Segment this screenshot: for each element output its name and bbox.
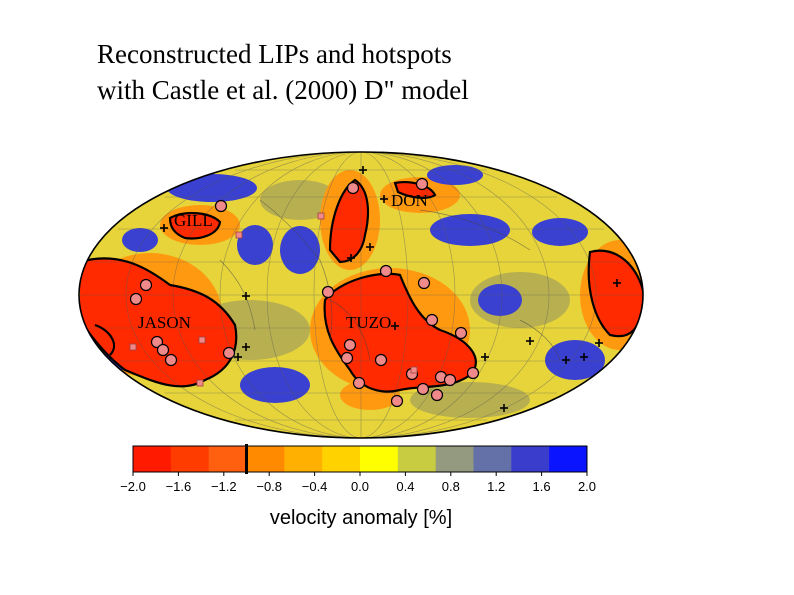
colorbar-tick-label: −0.8 (256, 479, 282, 494)
colorbar-tick-label: 1.2 (487, 479, 505, 494)
hotspot-marker (359, 166, 367, 174)
hotspot-marker (595, 339, 603, 347)
title-line-1: Reconstructed LIPs and hotspots (97, 39, 452, 69)
jason-region (80, 258, 237, 387)
colorbar-swatches (133, 446, 588, 472)
region-label-tuzo: TUZO (346, 313, 391, 332)
lip-marker (156, 343, 170, 357)
colorbar-tick-label: −0.4 (302, 479, 328, 494)
colorbar-swatch (473, 446, 512, 472)
hotspot-marker (366, 243, 374, 251)
lip-marker (214, 199, 228, 213)
lip-marker (430, 388, 444, 402)
lip-marker (321, 285, 335, 299)
colorbar-swatch (549, 446, 588, 472)
colorbar-swatch (170, 446, 210, 472)
lip-marker (352, 376, 366, 390)
lip-marker (374, 353, 388, 367)
lip-marker (415, 177, 429, 191)
hotspot-marker (500, 404, 508, 412)
colorbar-tick-label: 2.0 (578, 479, 596, 494)
slow-anomaly-regions (80, 180, 643, 392)
hotspot-marker (380, 195, 388, 203)
colorbar-swatch (284, 446, 323, 472)
hotspot-marker (242, 292, 250, 300)
lip-marker (466, 366, 480, 380)
colorbar-swatch (511, 446, 550, 472)
lip-square (235, 231, 243, 239)
lip-square (317, 212, 325, 220)
slide-title: Reconstructed LIPs and hotspots with Cas… (97, 36, 469, 108)
tuzo-region (324, 273, 476, 392)
lip-markers (129, 177, 480, 408)
colorbar-swatch (322, 446, 361, 472)
colorbar: −2.0 −1.6 −1.2 −0.8 −0.4 0.0 0.4 0.8 1.2 1.6 2.0 v… (120, 444, 596, 529)
colorbar-swatch (397, 446, 437, 472)
region-label-jason: JASON (138, 313, 191, 332)
lip-square-markers (129, 212, 418, 387)
colorbar-swatch (360, 446, 399, 472)
lip-marker (164, 353, 178, 367)
colorbar-swatch (208, 446, 247, 472)
lip-square (198, 336, 206, 344)
hotspot-marker (481, 353, 489, 361)
lip-marker (129, 292, 143, 306)
hotspot-markers (160, 166, 621, 412)
region-labels: GILL DON JASON TUZO (138, 191, 428, 332)
lip-marker (346, 181, 360, 195)
lip-marker (379, 264, 393, 278)
hotspot-marker (391, 322, 399, 330)
lip-marker (222, 346, 236, 360)
hotspot-marker (242, 343, 250, 351)
colorbar-ticks: −2.0 −1.6 −1.2 −0.8 −0.4 0.0 0.4 0.8 1.2 1.6 2.0 (120, 472, 596, 494)
colorbar-tick-label: −1.6 (166, 479, 192, 494)
lip-marker (139, 278, 153, 292)
lip-marker (443, 373, 457, 387)
lip-square (129, 343, 137, 351)
north-atlantic-region (330, 180, 368, 262)
lip-marker (417, 276, 431, 290)
lip-marker (340, 351, 354, 365)
colorbar-swatch (133, 446, 172, 472)
colorbar-tick-label: 0.0 (351, 479, 369, 494)
colorbar-tick-label: −1.2 (211, 479, 237, 494)
globe-outline (78, 151, 644, 439)
hotspot-marker (613, 279, 621, 287)
title-line-2: with Castle et al. (2000) D" model (97, 75, 469, 105)
colorbar-tick-label: 0.4 (396, 479, 414, 494)
colorbar-tick-label: 0.8 (442, 479, 460, 494)
lip-marker (390, 394, 404, 408)
colorbar-swatch (435, 446, 474, 472)
hotspot-marker (562, 356, 570, 364)
region-label-don: DON (391, 191, 428, 210)
colorbar-label: velocity anomaly [%] (270, 507, 452, 529)
lip-square (196, 379, 204, 387)
lip-marker (150, 335, 164, 349)
lip-marker (425, 313, 439, 327)
gill-region (170, 213, 220, 239)
colorbar-tick-label: 1.6 (533, 479, 551, 494)
coastlines (219, 199, 561, 361)
lip-marker (343, 338, 357, 352)
lip-marker (454, 326, 468, 340)
hotspot-marker (234, 353, 242, 361)
pacific-east-region (588, 250, 643, 337)
hotspot-marker (526, 337, 534, 345)
lip-square (410, 366, 418, 374)
hotspot-marker (580, 353, 588, 361)
colorbar-tick-label: −2.0 (120, 479, 146, 494)
graticule (79, 152, 643, 438)
colorbar-swatch (246, 446, 285, 472)
hotspot-marker (160, 224, 168, 232)
hotspot-marker (347, 254, 355, 262)
lip-marker (416, 382, 430, 396)
region-label-gill: GILL (174, 211, 213, 230)
map-field (79, 152, 643, 438)
